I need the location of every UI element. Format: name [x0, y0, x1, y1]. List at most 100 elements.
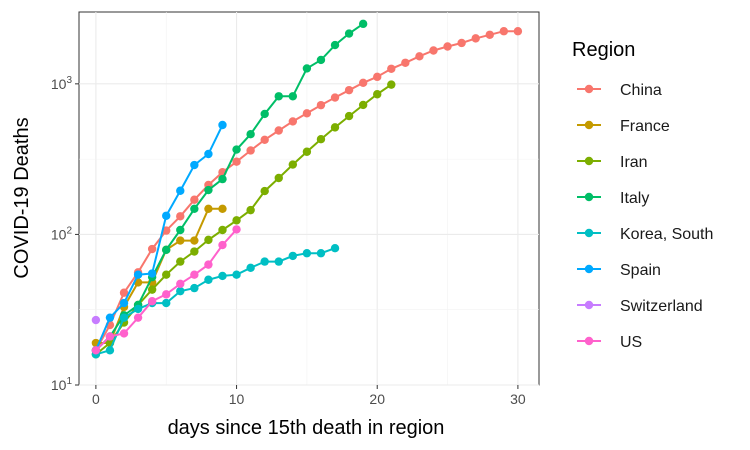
legend-label: Switzerland: [620, 298, 703, 315]
legend: Region China France Iran Italy Korea, South S…: [572, 39, 713, 351]
plot-panel: [78, 11, 540, 386]
data-point: [344, 111, 354, 121]
x-axis-title: days since 15th death in region: [168, 417, 445, 439]
legend-item: Iran: [577, 154, 648, 171]
data-point: [260, 257, 269, 266]
data-point: [260, 109, 269, 119]
legend-title: Region: [572, 39, 635, 61]
data-point: [485, 30, 494, 39]
legend-key-point: [584, 336, 594, 346]
series-layer: [91, 19, 523, 359]
data-point: [316, 55, 326, 65]
data-point: [190, 236, 199, 245]
data-point: [176, 286, 185, 296]
data-point: [274, 92, 283, 101]
series-line: [95, 83, 392, 356]
legend-key-point: [584, 264, 594, 274]
data-point: [232, 270, 241, 279]
data-point: [190, 160, 199, 170]
legend-key-point: [584, 300, 594, 310]
data-point: [358, 78, 368, 88]
data-point: [204, 260, 213, 269]
legend-item: Switzerland: [577, 298, 703, 315]
data-point: [204, 204, 213, 213]
data-point: [204, 149, 213, 159]
data-point: [302, 109, 312, 118]
legend-key-point: [584, 228, 594, 238]
data-point: [358, 19, 368, 29]
y-tick-base: 10: [51, 226, 67, 242]
data-point: [105, 332, 115, 341]
legend-item: Spain: [577, 262, 661, 279]
data-point: [133, 304, 143, 314]
data-point: [330, 93, 340, 102]
series-china: [91, 27, 523, 355]
data-point: [147, 297, 157, 306]
data-point: [246, 130, 255, 139]
data-point: [358, 100, 368, 110]
data-point: [246, 205, 255, 215]
data-point: [274, 126, 283, 135]
data-point: [133, 270, 143, 279]
series-line: [94, 124, 224, 351]
data-point: [176, 186, 185, 195]
data-point: [218, 225, 227, 235]
x-tick-label: 30: [510, 391, 526, 407]
data-point: [232, 216, 241, 225]
data-point: [274, 173, 283, 183]
x-tick-label: 20: [369, 391, 385, 407]
data-point: [190, 270, 199, 279]
data-point: [204, 235, 213, 245]
data-point: [218, 204, 227, 213]
x-tick-label: 0: [92, 391, 100, 407]
data-point: [415, 52, 424, 61]
data-point: [105, 346, 115, 355]
data-point: [499, 27, 509, 36]
y-tick-exponent: 1: [66, 376, 72, 387]
series-us: [91, 225, 241, 355]
y-axis-title: COVID-19 Deaths: [11, 117, 33, 278]
data-point: [246, 146, 255, 155]
legend-label: Iran: [620, 154, 648, 171]
data-point: [119, 329, 129, 338]
data-point: [162, 270, 171, 279]
data-point: [232, 157, 241, 166]
data-point: [176, 279, 185, 288]
data-point: [232, 225, 241, 234]
data-point: [246, 263, 255, 273]
data-point: [176, 257, 185, 266]
data-point: [344, 29, 354, 38]
data-point: [162, 245, 171, 255]
data-point: [190, 247, 199, 256]
data-point: [330, 40, 340, 50]
data-point: [119, 288, 129, 297]
data-point: [457, 38, 466, 48]
data-point: [373, 72, 382, 82]
data-point: [162, 290, 171, 299]
y-tick-label: 103: [51, 75, 73, 92]
legend-key-point: [584, 156, 594, 166]
data-point: [316, 134, 326, 144]
data-point: [260, 135, 269, 145]
data-point: [176, 225, 185, 235]
legend-label: US: [620, 334, 642, 351]
data-point: [105, 313, 115, 322]
data-point: [147, 244, 157, 254]
data-point: [443, 42, 452, 51]
legend-key-point: [584, 192, 594, 202]
data-point: [471, 34, 480, 43]
x-tick-label: 10: [229, 391, 245, 407]
data-point: [302, 147, 312, 156]
series-switzerland: [91, 315, 101, 325]
legend-key-point: [584, 120, 594, 130]
data-point: [218, 120, 227, 130]
data-point: [190, 195, 199, 204]
data-point: [133, 313, 143, 322]
data-point: [260, 186, 269, 196]
data-point: [176, 212, 185, 221]
data-point: [387, 64, 396, 73]
data-point: [190, 204, 199, 213]
data-point: [162, 298, 171, 308]
